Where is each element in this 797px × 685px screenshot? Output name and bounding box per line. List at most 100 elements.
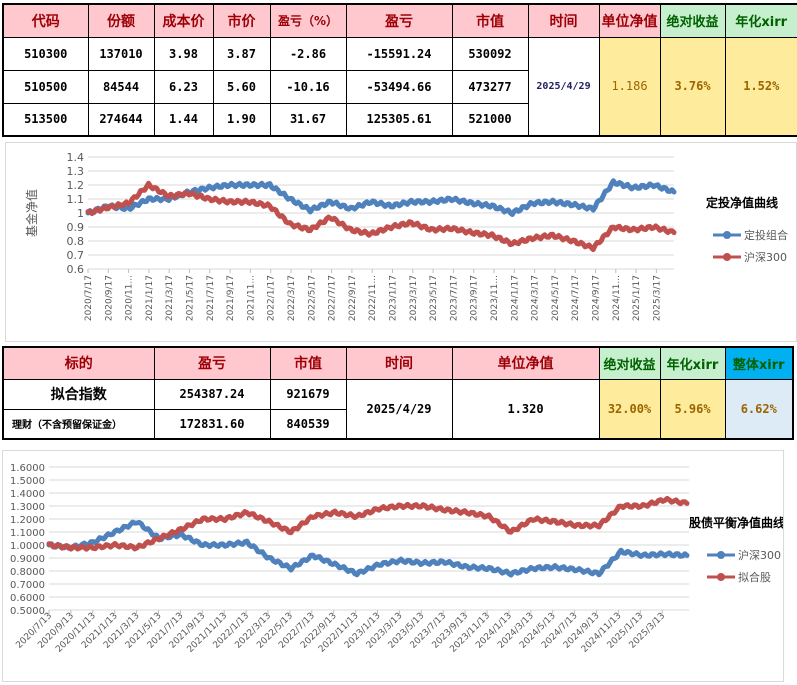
cell-shares[interactable]: 274644 — [87, 102, 155, 137]
cell-nav[interactable]: 1.320 — [451, 378, 600, 440]
cell-price[interactable]: 1.90 — [212, 102, 271, 137]
cell-cost[interactable]: 6.23 — [153, 69, 214, 104]
cell-xirr[interactable]: 1.52% — [724, 36, 797, 137]
cell-pnl[interactable]: 254387.24 — [153, 378, 271, 410]
x-tick-label: 2025/3/17 — [652, 275, 662, 321]
x-tick-label: 2021/7/17 — [206, 275, 216, 321]
cell-price[interactable]: 5.60 — [212, 69, 271, 104]
legend-label: 定投组合 — [744, 228, 788, 242]
balanced-nav-chart[interactable]: 0.5000 0.6000 0.7000 0.8000 0.9000 1.0000 1.10… — [2, 450, 785, 682]
y-tick-label: 1.4 — [67, 151, 85, 164]
cell-abs-return[interactable]: 3.76% — [659, 36, 726, 137]
x-tick-label: 2020/9/17 — [104, 275, 114, 321]
x-tick-label: 2022/7/17 — [328, 275, 338, 321]
cell-xirr[interactable]: 5.96% — [659, 378, 726, 440]
table-row: 510300 137010 3.98 3.87 -2.86 -15591.24 … — [2, 36, 797, 137]
cell-value[interactable]: 921679 — [269, 378, 347, 410]
cell-name[interactable]: 拟合指数 — [2, 378, 155, 410]
x-tick-label: 2023/7/17 — [449, 275, 459, 321]
cell-pnl-pct[interactable]: -2.86 — [269, 36, 347, 71]
cell-cost[interactable]: 1.44 — [153, 102, 214, 137]
x-tick-label: 2021/9/17 — [226, 275, 236, 321]
x-tick-label: 2020/7/17 — [84, 275, 94, 321]
y-tick-label: 1.0000 — [10, 541, 45, 552]
cell-pnl[interactable]: 125305.61 — [345, 102, 453, 137]
header-shares: 份额 — [87, 3, 155, 38]
y-tick-label: 1.1000 — [10, 528, 45, 539]
x-tick-label: 2022/11... — [368, 275, 378, 321]
header-abs-return: 绝对收益 — [598, 346, 661, 380]
header-target: 标的 — [2, 346, 155, 380]
table-row: 510500 84544 6.23 5.60 -10.16 -53494.66 … — [2, 69, 797, 104]
y-tick-label: 1.6000 — [10, 463, 45, 474]
header-value: 市值 — [269, 346, 347, 380]
cell-shares[interactable]: 137010 — [87, 36, 155, 71]
legend-label: 沪深300 — [738, 548, 781, 562]
x-tick-label: 2023/3/17 — [409, 275, 419, 321]
x-tick-label: 2022/9/17 — [348, 275, 358, 321]
x-tick-label: 2025/1/17 — [632, 275, 642, 321]
y-tick-label: 1.3000 — [10, 502, 45, 513]
cell-code[interactable]: 510300 — [2, 36, 89, 71]
y-tick-label: 0.5000 — [10, 606, 45, 617]
legend-label: 拟合股 — [738, 570, 771, 584]
y-tick-label: 0.9000 — [10, 554, 45, 565]
cell-pnl[interactable]: -53494.66 — [345, 69, 453, 104]
cell-overall-xirr[interactable]: 6.62% — [724, 378, 794, 440]
x-tick-label: 2023/9/17 — [470, 275, 480, 321]
cell-name[interactable]: 理财（不含预留保证金） — [2, 408, 155, 440]
x-tick-label: 2024/9/17 — [592, 275, 602, 321]
y-tick-label: 0.7 — [67, 249, 85, 262]
cell-pnl-pct[interactable]: 31.67 — [269, 102, 347, 137]
header-date: 时间 — [527, 3, 600, 38]
x-tick-label: 2021/5/17 — [186, 275, 196, 321]
legend-marker-dot — [723, 253, 731, 261]
y-tick-label: 0.9 — [67, 221, 85, 234]
cell-code[interactable]: 513500 — [2, 102, 89, 137]
y-tick-label: 0.6 — [67, 263, 85, 276]
series-line-2 — [85, 180, 677, 253]
header-nav: 单位净值 — [598, 3, 661, 38]
header-pnl-pct: 盈亏（%） — [269, 3, 347, 38]
y-tick-label: 1.5000 — [10, 476, 45, 487]
cell-code[interactable]: 510500 — [2, 69, 89, 104]
y-tick-label: 1.2000 — [10, 515, 45, 526]
header-date: 时间 — [345, 346, 453, 380]
cell-shares[interactable]: 84544 — [87, 69, 155, 104]
cell-date[interactable]: 2025/4/29 — [345, 378, 453, 440]
header-value: 市值 — [451, 3, 529, 38]
cell-pnl[interactable]: 172831.60 — [153, 408, 271, 440]
cell-pnl[interactable]: -15591.24 — [345, 36, 453, 71]
y-tick-label: 0.6000 — [10, 593, 45, 604]
header-overall-xirr: 整体xirr — [724, 346, 794, 380]
cell-nav[interactable]: 1.186 — [598, 36, 661, 137]
x-tick-label: 2022/1/17 — [267, 275, 277, 321]
table-row: 理财（不含预留保证金） 172831.60 840539 — [2, 408, 793, 440]
summary-table: 标的 盈亏 市值 时间 单位净值 绝对收益 年化xirr 整体xirr 拟合指数… — [2, 346, 794, 440]
legend-label: 沪深300 — [744, 250, 787, 264]
x-tick-label: 2024/7/17 — [571, 275, 581, 321]
cell-abs-return[interactable]: 32.00% — [598, 378, 661, 440]
header-abs-return: 绝对收益 — [659, 3, 726, 38]
x-tick-label: 2024/11... — [612, 275, 622, 321]
x-tick-label: 2024/3/17 — [531, 275, 541, 321]
cell-value[interactable]: 473277 — [451, 69, 529, 104]
cell-value[interactable]: 521000 — [451, 102, 529, 137]
cell-value[interactable]: 530092 — [451, 36, 529, 71]
cell-date[interactable]: 2025/4/29 — [527, 36, 600, 137]
legend-marker-dot — [717, 551, 725, 559]
x-tick-label: 2024/1/17 — [510, 275, 520, 321]
fund-holdings-table: 代码 份额 成本价 市价 盈亏（%） 盈亏 市值 时间 单位净值 绝对收益 年化… — [2, 3, 797, 137]
header-nav: 单位净值 — [451, 346, 600, 380]
cell-pnl-pct[interactable]: -10.16 — [269, 69, 347, 104]
x-tick-label: 2020/11... — [125, 275, 135, 321]
x-tick-label: 2021/11... — [246, 275, 256, 321]
cell-value[interactable]: 840539 — [269, 408, 347, 440]
dca-nav-chart[interactable]: 0.6 0.7 0.8 0.9 1 1.1 1.2 1.3 1.4 2020/7/17 2020/9… — [5, 142, 797, 342]
dca-nav-chart-svg: 0.60.70.80.911.11.21.31.4 2020/7/17 2020/9… — [24, 151, 788, 321]
chart-title: 定投净值曲线 — [706, 195, 778, 210]
header-price: 市价 — [212, 3, 271, 38]
legend-marker-dot — [717, 573, 725, 581]
cell-price[interactable]: 3.87 — [212, 36, 271, 71]
cell-cost[interactable]: 3.98 — [153, 36, 214, 71]
